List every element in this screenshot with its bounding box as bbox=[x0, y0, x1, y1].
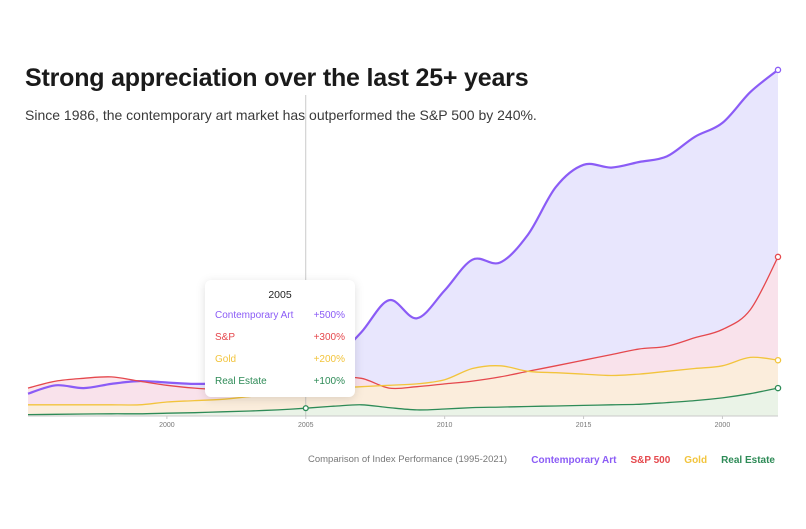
x-tick-label: 2010 bbox=[437, 422, 453, 429]
chart-caption: Comparison of Index Performance (1995-20… bbox=[308, 454, 508, 465]
legend-item-contemporary-art[interactable]: Contemporary Art bbox=[531, 455, 617, 466]
tooltip-label: Contemporary Art bbox=[215, 310, 294, 321]
legend: Contemporary Art S&P 500 Gold Real Estat… bbox=[531, 455, 775, 466]
area-gold bbox=[28, 357, 778, 416]
legend-item-real-estate[interactable]: Real Estate bbox=[721, 455, 775, 466]
area-real-estate bbox=[28, 388, 778, 416]
tooltip-label: Gold bbox=[215, 354, 237, 365]
tooltip-row-gold: Gold +200% bbox=[215, 354, 345, 365]
legend-item-sp500[interactable]: S&P 500 bbox=[630, 455, 671, 466]
end-marker-real-estate bbox=[774, 384, 782, 392]
tooltip-label: Real Estate bbox=[215, 376, 267, 387]
end-marker-contemporary-art bbox=[774, 66, 782, 74]
line-sp-500[interactable] bbox=[27, 256, 779, 391]
tooltip-row-real-estate: Real Estate +100% bbox=[215, 376, 345, 387]
hover-point-real-estate bbox=[302, 405, 309, 412]
x-tick-label: 2015 bbox=[576, 422, 592, 429]
tooltip-value: +200% bbox=[313, 354, 345, 365]
line-contemporary-art[interactable] bbox=[27, 69, 779, 395]
tooltip-year: 2005 bbox=[268, 289, 292, 301]
series-end-markers bbox=[302, 66, 782, 412]
tooltip-value: +300% bbox=[313, 332, 345, 343]
area-contemporary-art bbox=[28, 69, 778, 417]
chart-title: Strong appreciation over the last 25+ ye… bbox=[25, 64, 529, 92]
tooltip-label: S&P bbox=[215, 332, 236, 343]
legend-item-gold[interactable]: Gold bbox=[684, 455, 708, 466]
hover-tooltip: 2005 Contemporary Art +500% S&P +300% Go… bbox=[205, 280, 355, 397]
x-tick-label: 2000 bbox=[159, 422, 175, 429]
x-axis-ticks: 2000 2005 2010 2015 2000 bbox=[159, 416, 730, 429]
tooltip-row-contemporary-art: Contemporary Art +500% bbox=[215, 310, 345, 321]
area-fills bbox=[28, 69, 778, 417]
line-gold[interactable] bbox=[27, 356, 779, 406]
x-tick-label: 2000 bbox=[715, 422, 731, 429]
line-real-estate[interactable] bbox=[27, 387, 779, 416]
end-marker-sp-500 bbox=[774, 253, 782, 261]
chart-subtitle: Since 1986, the contemporary art market … bbox=[25, 107, 537, 123]
end-marker-gold bbox=[774, 356, 782, 364]
tooltip-value: +500% bbox=[313, 310, 345, 321]
tooltip-value: +100% bbox=[313, 376, 345, 387]
series-lines bbox=[27, 69, 779, 416]
x-tick-label: 2005 bbox=[298, 422, 314, 429]
tooltip-row-sp: S&P +300% bbox=[215, 332, 345, 343]
